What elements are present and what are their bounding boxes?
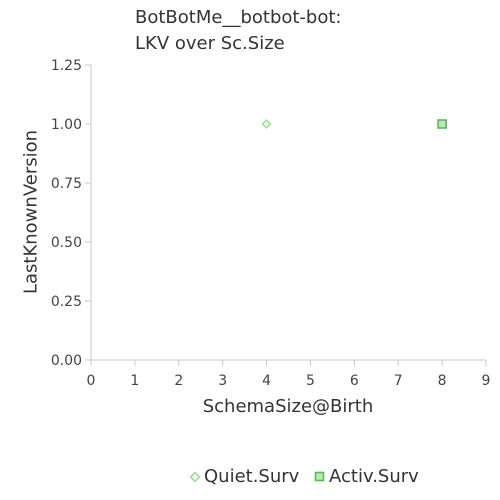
diamond-marker-icon	[189, 471, 201, 483]
x-tick-label: 8	[438, 373, 447, 389]
x-tick-label: 3	[218, 373, 227, 389]
x-tick-label: 4	[262, 373, 271, 389]
x-tick-label: 1	[130, 373, 139, 389]
legend-item-quiet-surv: Quiet.Surv	[189, 466, 299, 487]
y-tick-label: 0.50	[51, 235, 82, 251]
x-tick-label: 7	[394, 373, 403, 389]
chart-title-line-2: LKV over Sc.Size	[135, 33, 285, 54]
x-tick-label: 5	[306, 373, 315, 389]
legend-label-activ-surv: Activ.Surv	[329, 466, 419, 487]
y-tick-label: 0.25	[51, 294, 82, 310]
data-point-quiet-surv	[261, 119, 272, 129]
x-tick-label: 9	[482, 373, 491, 389]
x-axis-label: SchemaSize@Birth	[202, 396, 374, 417]
y-tick-label: 1.00	[51, 117, 82, 133]
x-tick-label: 2	[174, 373, 183, 389]
data-point-activ-surv	[437, 119, 447, 129]
y-tick-label: 1.25	[51, 58, 82, 74]
y-tick-label: 0.00	[51, 353, 82, 369]
legend-label-quiet-surv: Quiet.Surv	[204, 466, 300, 487]
x-tick-label: 6	[350, 373, 359, 389]
x-tick-label: 0	[87, 373, 96, 389]
axes	[90, 65, 486, 361]
y-axis-label: LastKnownVersion	[20, 129, 42, 295]
legend-item-activ-surv: Activ.Surv	[314, 466, 419, 487]
data-points	[261, 119, 447, 129]
square-marker-icon	[314, 471, 326, 483]
y-tick-label: 0.75	[51, 176, 82, 192]
ticks: 0.00 0.25 0.50 0.75 1.00 1.25 0 1 2 3 4 5 6 7 8 9	[51, 58, 491, 389]
chart-title-line-1: BotBotMe__botbot-bot:	[135, 7, 342, 28]
